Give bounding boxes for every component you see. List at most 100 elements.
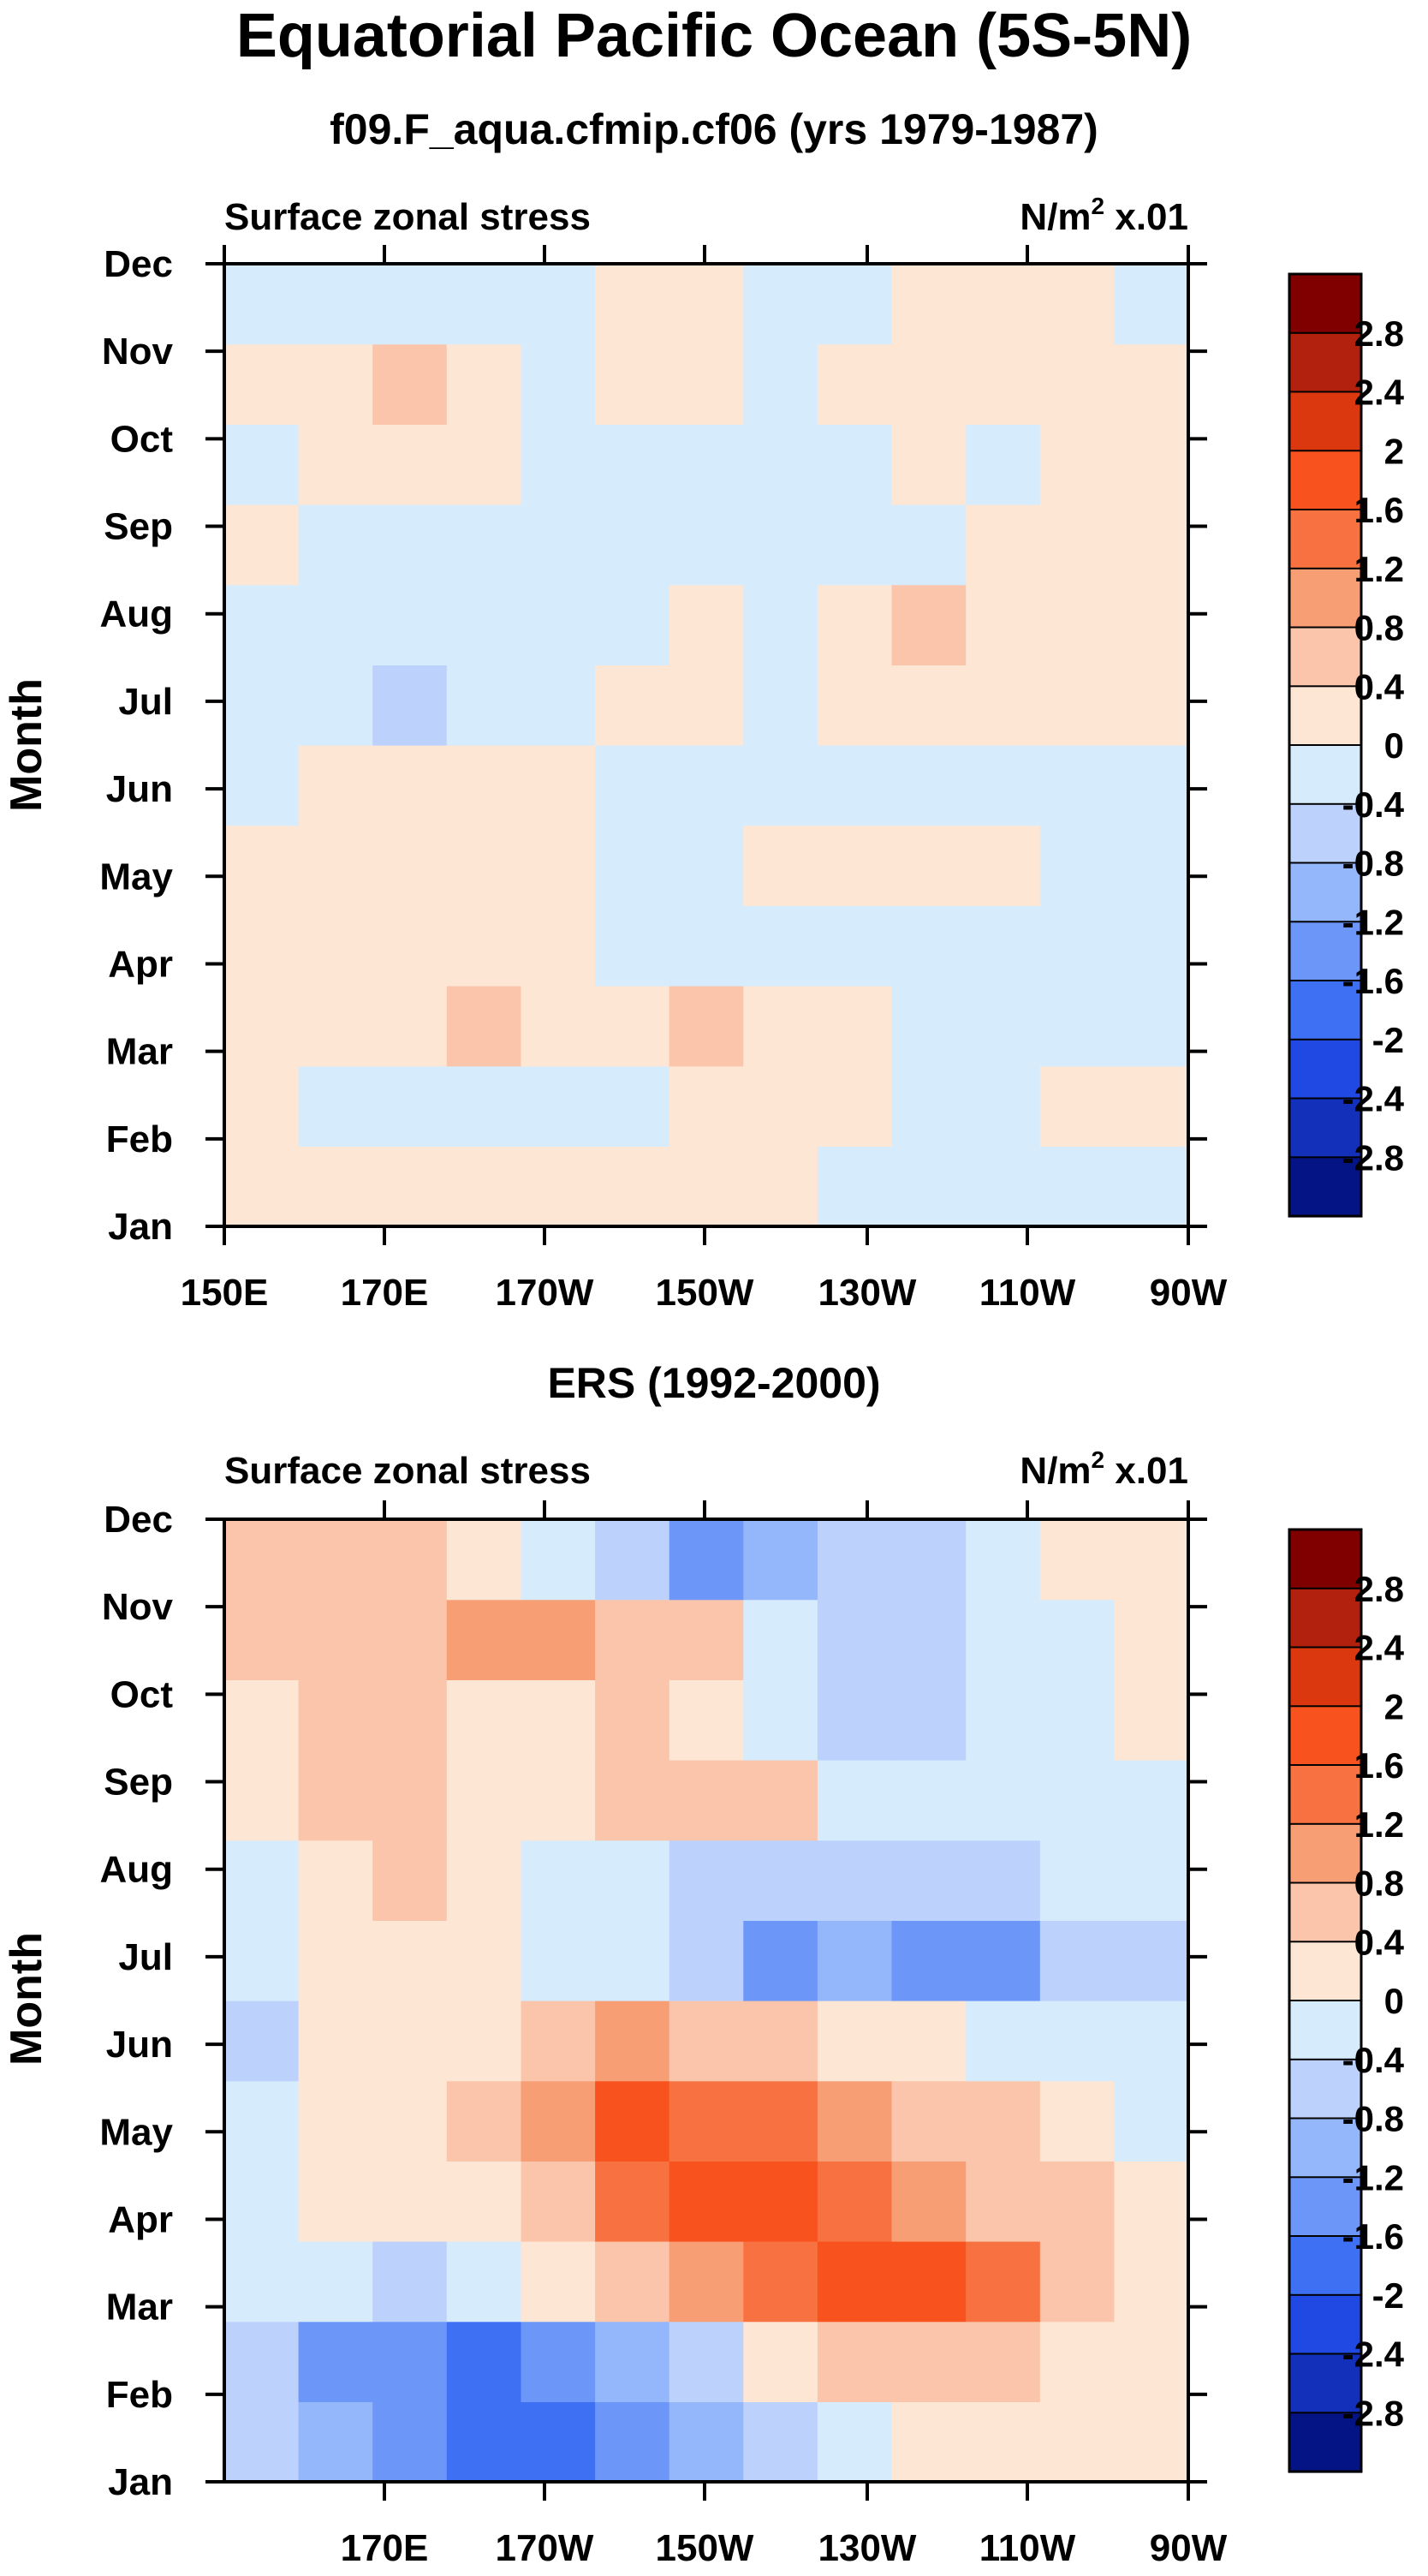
heatmap-cell	[669, 986, 744, 1067]
colorbar-label: -1.2	[1342, 902, 1404, 942]
panel1-units-label: N/m2 x.01	[1020, 193, 1188, 238]
heatmap-cell	[446, 424, 521, 505]
heatmap-cell	[521, 665, 596, 746]
colorbar-label: -1.6	[1342, 961, 1404, 1001]
heatmap-cell	[1039, 504, 1115, 586]
colorbar-box	[1288, 980, 1362, 1041]
heatmap-cell	[521, 1679, 596, 1761]
heatmap-cell	[1114, 1146, 1189, 1227]
heatmap-cell	[521, 504, 596, 586]
heatmap-cell	[891, 584, 967, 665]
heatmap-cell	[1039, 986, 1115, 1067]
heatmap-cell	[224, 1146, 300, 1227]
heatmap-cell	[743, 2001, 818, 2082]
colorbar-label: -2.4	[1342, 2334, 1405, 2375]
heatmap-cell	[669, 1840, 744, 1921]
panel2-units-label: N/m2 x.01	[1020, 1446, 1188, 1492]
heatmap-cell	[372, 2321, 448, 2402]
heatmap-cell	[743, 264, 818, 345]
heatmap-cell	[224, 1519, 300, 1601]
heatmap-cell	[966, 1679, 1041, 1761]
heatmap-cell	[891, 264, 967, 345]
panel2-heatmap	[224, 1519, 1189, 2483]
heatmap-cell	[224, 1840, 300, 1921]
heatmap-cell	[446, 1760, 521, 1841]
heatmap-cell	[446, 2401, 521, 2483]
colorbar-label: -2.8	[1342, 2393, 1404, 2433]
heatmap-cell	[743, 2080, 818, 2162]
month-tick-label: Aug	[99, 1849, 173, 1891]
month-tick-label: Oct	[110, 1673, 174, 1715]
heatmap-cell	[743, 665, 818, 746]
heatmap-cell	[446, 504, 521, 586]
heatmap-cell	[1114, 1599, 1189, 1680]
heatmap-cell	[1039, 745, 1115, 826]
longitude-tick-label: 90W	[1150, 2527, 1228, 2569]
heatmap-cell	[372, 2080, 448, 2162]
colorbar-label: 2.8	[1354, 313, 1404, 354]
heatmap-cell	[817, 825, 893, 906]
heatmap-cell	[891, 905, 967, 987]
heatmap-cell	[966, 1599, 1041, 1680]
month-tick-label: May	[99, 856, 173, 897]
heatmap-cell	[817, 504, 893, 586]
heatmap-cell	[891, 2401, 967, 2483]
heatmap-cell	[298, 424, 373, 505]
heatmap-cell	[743, 2161, 818, 2242]
heatmap-cell	[669, 1519, 744, 1601]
heatmap-cell	[595, 2241, 670, 2323]
heatmap-cell	[669, 2241, 744, 2323]
heatmap-cell	[669, 1760, 744, 1841]
heatmap-cell	[817, 1519, 893, 1601]
panel2-units-base: N/m	[1020, 1450, 1091, 1492]
heatmap-cell	[966, 665, 1041, 746]
heatmap-cell	[595, 2321, 670, 2402]
heatmap-cell	[743, 2401, 818, 2483]
longitude-tick-label: 150E	[181, 1272, 269, 1314]
heatmap-cell	[446, 1679, 521, 1761]
colorbar-label: -2.4	[1342, 1079, 1405, 1119]
heatmap-cell	[595, 1599, 670, 1680]
heatmap-cell	[1039, 584, 1115, 665]
colorbar-label: 0.8	[1354, 608, 1404, 648]
longitude-tick-label: 110W	[979, 2527, 1076, 2569]
heatmap-cell	[743, 2241, 818, 2323]
heatmap-cell	[224, 2001, 300, 2082]
heatmap-cell	[521, 2001, 596, 2082]
heatmap-cell	[743, 1840, 818, 1921]
heatmap-cell	[521, 424, 596, 505]
month-tick-label: Apr	[108, 2198, 173, 2240]
heatmap-cell	[1114, 2401, 1189, 2483]
colorbar-label: 0.4	[1354, 1922, 1405, 1962]
heatmap-cell	[966, 2401, 1041, 2483]
heatmap-cell	[224, 343, 300, 425]
heatmap-cell	[298, 905, 373, 987]
heatmap-cell	[891, 665, 967, 746]
heatmap-cell	[817, 424, 893, 505]
colorbar-box	[1288, 744, 1362, 806]
heatmap-cell	[1114, 584, 1189, 665]
heatmap-cell	[224, 1065, 300, 1147]
heatmap-cell	[743, 1760, 818, 1841]
heatmap-cell	[446, 1840, 521, 1921]
heatmap-cell	[1114, 504, 1189, 586]
heatmap-cell	[966, 2241, 1041, 2323]
heatmap-cell	[298, 665, 373, 746]
heatmap-cell	[817, 1599, 893, 1680]
heatmap-cell	[298, 1065, 373, 1147]
heatmap-cell	[966, 1760, 1041, 1841]
colorbar-frame	[1288, 1528, 1363, 2473]
heatmap-cell	[372, 424, 448, 505]
month-tick-label: Sep	[104, 506, 173, 548]
month-tick-label: Jan	[108, 2461, 173, 2503]
heatmap-cell	[1114, 665, 1189, 746]
heatmap-cell	[817, 343, 893, 425]
heatmap-cell	[298, 2241, 373, 2323]
heatmap-cell	[224, 424, 300, 505]
heatmap-cell	[966, 343, 1041, 425]
heatmap-cell	[669, 1146, 744, 1227]
colorbar-label: -0.4	[1342, 2040, 1405, 2080]
heatmap-cell	[298, 2080, 373, 2162]
heatmap-cell	[817, 2001, 893, 2082]
colorbar-box	[1288, 2058, 1362, 2120]
